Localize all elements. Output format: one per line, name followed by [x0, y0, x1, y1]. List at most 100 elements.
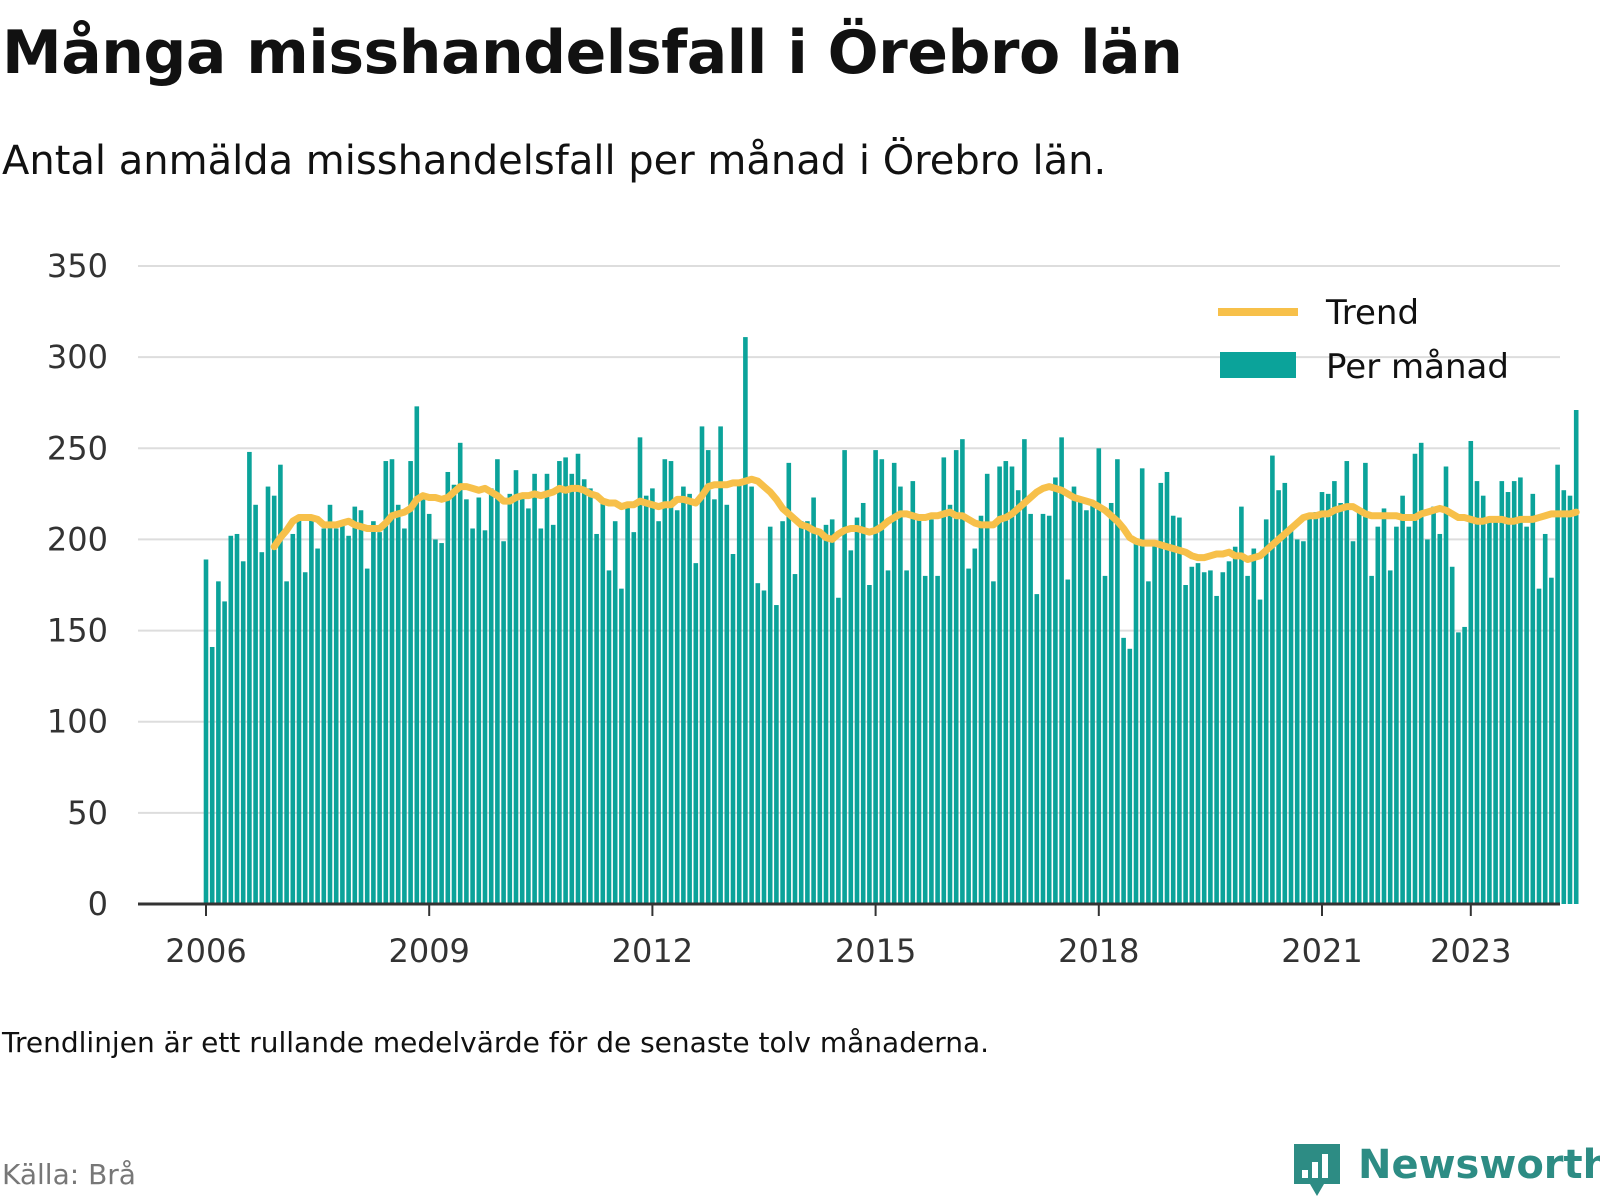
bar [916, 519, 922, 904]
bar [1177, 517, 1182, 904]
bar [1313, 512, 1319, 904]
bar [1369, 575, 1374, 904]
bar [222, 601, 227, 904]
y-axis-labels: 0 50 100 150 200 250 300 350 [47, 247, 108, 923]
bar [1115, 459, 1120, 904]
bar [643, 495, 649, 904]
bar [433, 539, 438, 904]
bar [1071, 486, 1077, 904]
bar [1022, 439, 1027, 904]
x-tick-label: 2021 [1281, 932, 1362, 970]
bar [346, 535, 351, 904]
bar [1344, 461, 1350, 904]
bar [1493, 517, 1498, 904]
bar [1549, 577, 1554, 904]
bar [309, 519, 314, 904]
bar [792, 574, 798, 904]
bar [1090, 504, 1095, 904]
bar [240, 561, 246, 904]
y-tick-label: 50 [67, 794, 108, 832]
bar [1003, 461, 1009, 904]
bar [228, 535, 234, 904]
y-tick-label: 0 [88, 885, 108, 923]
bar [377, 532, 382, 904]
bar [879, 459, 885, 904]
bar [1214, 595, 1219, 904]
bar [805, 521, 810, 904]
bar [414, 406, 420, 904]
y-tick-label: 250 [47, 429, 108, 467]
bar [929, 519, 934, 904]
legend: Trend Per månad [1218, 293, 1509, 387]
bar [1319, 492, 1325, 904]
bar [1226, 561, 1232, 904]
bar [829, 519, 835, 904]
bar [1561, 490, 1567, 904]
legend-bars-swatch [1220, 352, 1296, 378]
bar [402, 528, 407, 904]
bar [1009, 466, 1015, 904]
bar [1065, 579, 1071, 904]
bar [1400, 495, 1405, 904]
bar [600, 499, 606, 904]
bar [947, 504, 953, 904]
bar [408, 461, 413, 904]
bar [271, 495, 277, 904]
bar [1028, 513, 1033, 904]
bar [234, 533, 240, 904]
bar [1294, 539, 1300, 904]
bar [383, 461, 389, 904]
bar [439, 543, 444, 904]
x-tick-label: 2006 [165, 932, 246, 970]
bar [203, 559, 209, 904]
bar [290, 533, 296, 904]
bar [724, 504, 730, 904]
bar [1034, 594, 1040, 904]
bar [712, 499, 717, 904]
bar [327, 504, 333, 904]
legend-trend-label: Trend [1325, 293, 1419, 333]
bar [1425, 539, 1430, 904]
bar [854, 517, 860, 904]
bar [860, 502, 866, 904]
bar [426, 513, 432, 904]
bar [674, 510, 680, 904]
brand-logo: Newsworthy [1290, 1138, 1600, 1200]
bar [1077, 501, 1083, 904]
bar [953, 450, 959, 904]
bar [321, 528, 327, 904]
bar [904, 570, 909, 904]
bar [984, 473, 990, 904]
bar [699, 426, 705, 904]
bar [1530, 493, 1536, 904]
bar [687, 493, 692, 904]
bar [1573, 410, 1579, 904]
bar [1468, 440, 1474, 904]
bar [1418, 442, 1424, 904]
bar [1146, 581, 1151, 904]
bar [1251, 548, 1257, 904]
bar [755, 583, 761, 904]
bar [1270, 455, 1275, 904]
bar [836, 597, 841, 904]
bar [1394, 526, 1399, 904]
bar [960, 439, 965, 904]
page-subtitle: Antal anmälda misshandelsfall per månad … [2, 138, 1107, 184]
bar [1307, 517, 1312, 904]
bar [681, 486, 686, 904]
bar [389, 459, 395, 904]
bar [898, 486, 903, 904]
legend-bars-label: Per månad [1326, 347, 1509, 387]
bar [1363, 462, 1368, 904]
bar [340, 524, 345, 904]
bar [668, 461, 674, 904]
bar [910, 481, 916, 904]
bar [1456, 632, 1461, 904]
bar [1102, 575, 1108, 904]
bar [371, 521, 376, 904]
bar [1108, 502, 1114, 904]
bar [1257, 599, 1263, 904]
x-tick-label: 2018 [1058, 932, 1139, 970]
bar [749, 486, 754, 904]
